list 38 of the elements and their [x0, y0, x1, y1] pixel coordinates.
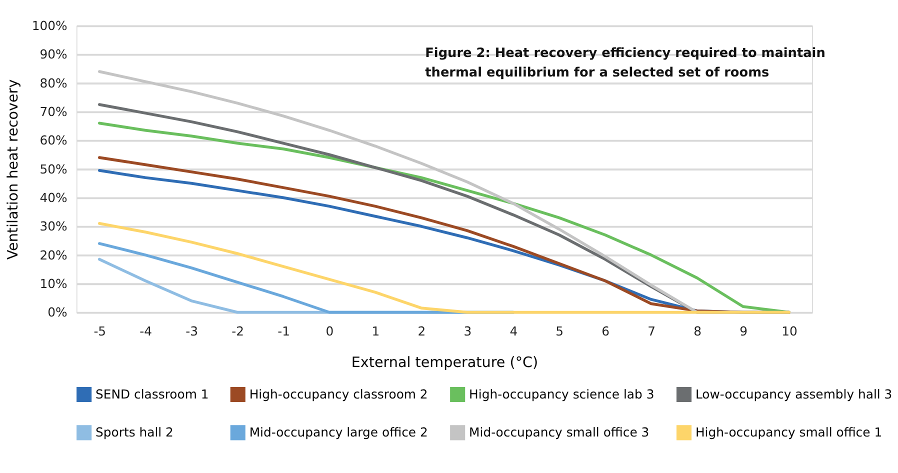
legend-label: Mid-occupancy small office 3 — [469, 424, 650, 440]
x-tick-label: -1 — [278, 324, 290, 339]
y-tick-label: 90% — [40, 46, 68, 62]
y-tick-label: 70% — [40, 104, 68, 119]
x-tick-label: -5 — [94, 324, 106, 339]
y-tick-label: 100% — [32, 18, 68, 34]
x-tick-label: 8 — [694, 324, 702, 339]
x-tick-label: 10 — [782, 324, 798, 339]
y-tick-label: 80% — [40, 75, 68, 90]
x-tick-label: -4 — [140, 324, 152, 339]
legend-label: SEND classroom 1 — [96, 386, 209, 402]
legend-label: Low-occupancy assembly hall 3 — [695, 386, 892, 402]
y-tick-label: 50% — [40, 161, 68, 176]
y-axis-title: Ventilation heat recovery — [6, 78, 22, 260]
x-tick-label: 1 — [372, 324, 380, 339]
y-tick-label: 0% — [48, 304, 68, 320]
x-tick-label: 0 — [326, 324, 334, 339]
x-tick-label: -3 — [186, 324, 198, 339]
y-tick-label: 40% — [40, 190, 68, 205]
y-tick-label: 10% — [40, 276, 68, 291]
x-tick-label: 9 — [740, 324, 748, 339]
x-tick-label: 3 — [464, 324, 472, 339]
y-tick-label: 30% — [40, 218, 68, 234]
text: Figure 2: Heat recovery efficiency required to maintain thermal equilibrium for a selected set of rooms — [425, 46, 826, 80]
x-tick-label: -2 — [232, 324, 244, 339]
y-tick-label: 20% — [40, 247, 68, 262]
x-tick-label: 6 — [602, 324, 610, 339]
legend-label: High-occupancy classroom 2 — [249, 386, 428, 402]
legend-label: Sports hall 2 — [96, 424, 174, 440]
legend-label: Mid-occupancy large office 2 — [249, 424, 428, 440]
x-tick-label: 5 — [556, 324, 564, 339]
x-axis-title: External temperature (°C) — [351, 355, 538, 372]
x-tick-label: 4 — [510, 324, 518, 339]
x-tick-label: 7 — [648, 324, 656, 339]
legend-label: High-occupancy small office 1 — [695, 424, 882, 440]
legend-label: High-occupancy science lab 3 — [469, 386, 654, 402]
y-tick-label: 60% — [40, 132, 68, 148]
x-tick-label: 2 — [418, 324, 426, 339]
